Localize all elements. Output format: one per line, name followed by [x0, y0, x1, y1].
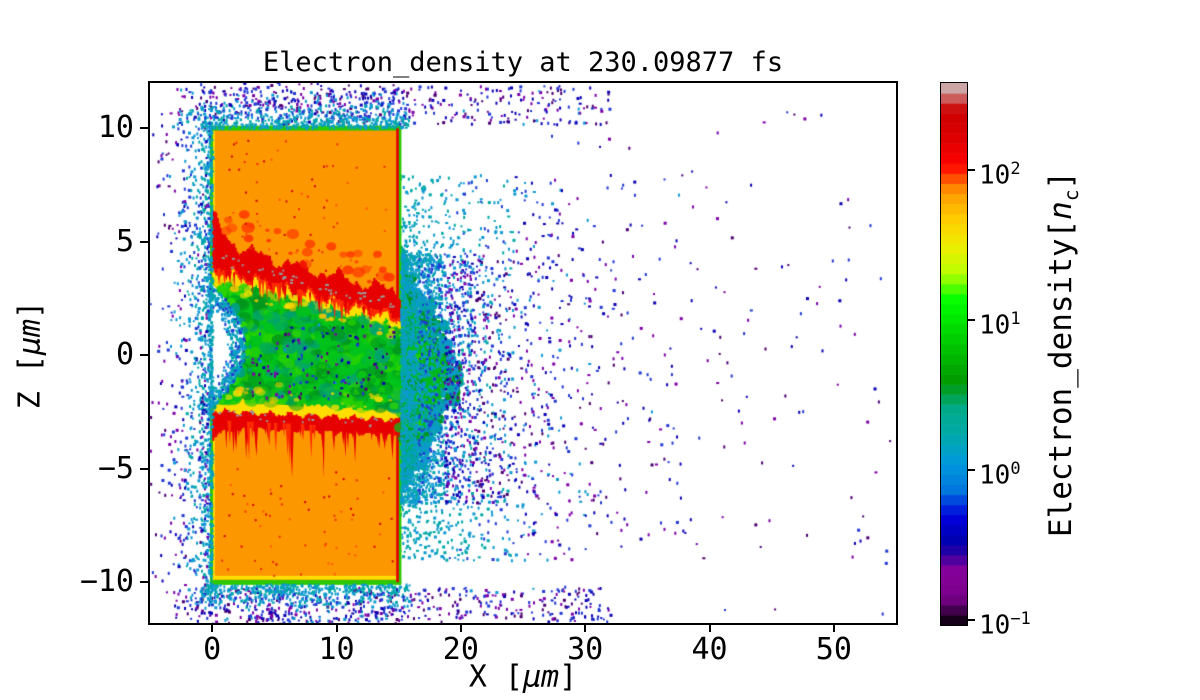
x-tick-mark	[584, 623, 587, 632]
y-tick-label: 0	[115, 337, 134, 373]
density-heatmap-canvas	[150, 83, 896, 623]
y-tick-mark	[140, 467, 149, 470]
x-tick-mark	[708, 623, 711, 632]
x-tick-label: 50	[815, 632, 852, 667]
y-axis-label-unit: μm	[12, 318, 48, 355]
x-tick-mark	[335, 623, 338, 632]
x-axis-label: X [μm]	[469, 660, 577, 695]
x-tick-label: 10	[318, 632, 355, 667]
colorbar-tick-mark	[967, 469, 975, 471]
x-tick-mark	[211, 623, 214, 632]
colorbar-label: Electron_density[nc]	[1043, 171, 1083, 537]
x-tick-label: 0	[203, 632, 222, 667]
y-tick-label: 10	[97, 110, 134, 146]
colorbar-tick-mark	[967, 169, 975, 171]
colorbar-tick-label: 102	[979, 159, 1021, 191]
colorbar-tick-label: 10−1	[979, 609, 1031, 641]
x-axis-label-unit: μm	[523, 659, 560, 695]
x-tick-label: 30	[567, 632, 604, 667]
colorbar-label-suffix: ]	[1042, 170, 1079, 190]
x-tick-mark	[459, 623, 462, 632]
x-axis-label-suffix: ]	[559, 659, 578, 695]
plot-title: Electron_density at 230.09877 fs	[262, 47, 784, 78]
y-axis-label-prefix: Z [	[12, 355, 48, 410]
colorbar-tick-label: 100	[979, 459, 1021, 491]
y-axis-label-suffix: ]	[12, 300, 48, 319]
y-tick-mark	[140, 240, 149, 243]
colorbar-label-symbol: n	[1042, 201, 1079, 220]
y-tick-label: 5	[115, 223, 134, 259]
x-tick-mark	[832, 623, 835, 632]
y-axis-label: Z [μm]	[13, 301, 48, 409]
y-tick-mark	[140, 127, 149, 130]
colorbar-tick-mark	[967, 319, 975, 321]
colorbar-label-subscript: c	[1060, 189, 1084, 202]
colorbar-tick-mark	[967, 619, 975, 621]
x-tick-label: 20	[442, 632, 479, 667]
y-tick-label: −5	[97, 450, 134, 486]
colorbar-label-prefix: Electron_density[	[1042, 219, 1079, 538]
x-tick-label: 40	[691, 632, 728, 667]
x-axis-label-prefix: X [	[468, 659, 523, 695]
y-tick-mark	[140, 581, 149, 584]
y-tick-mark	[140, 354, 149, 357]
colorbar-tick-label: 101	[979, 309, 1021, 341]
colorbar-gradient	[941, 83, 967, 625]
y-tick-label: −10	[79, 564, 134, 600]
